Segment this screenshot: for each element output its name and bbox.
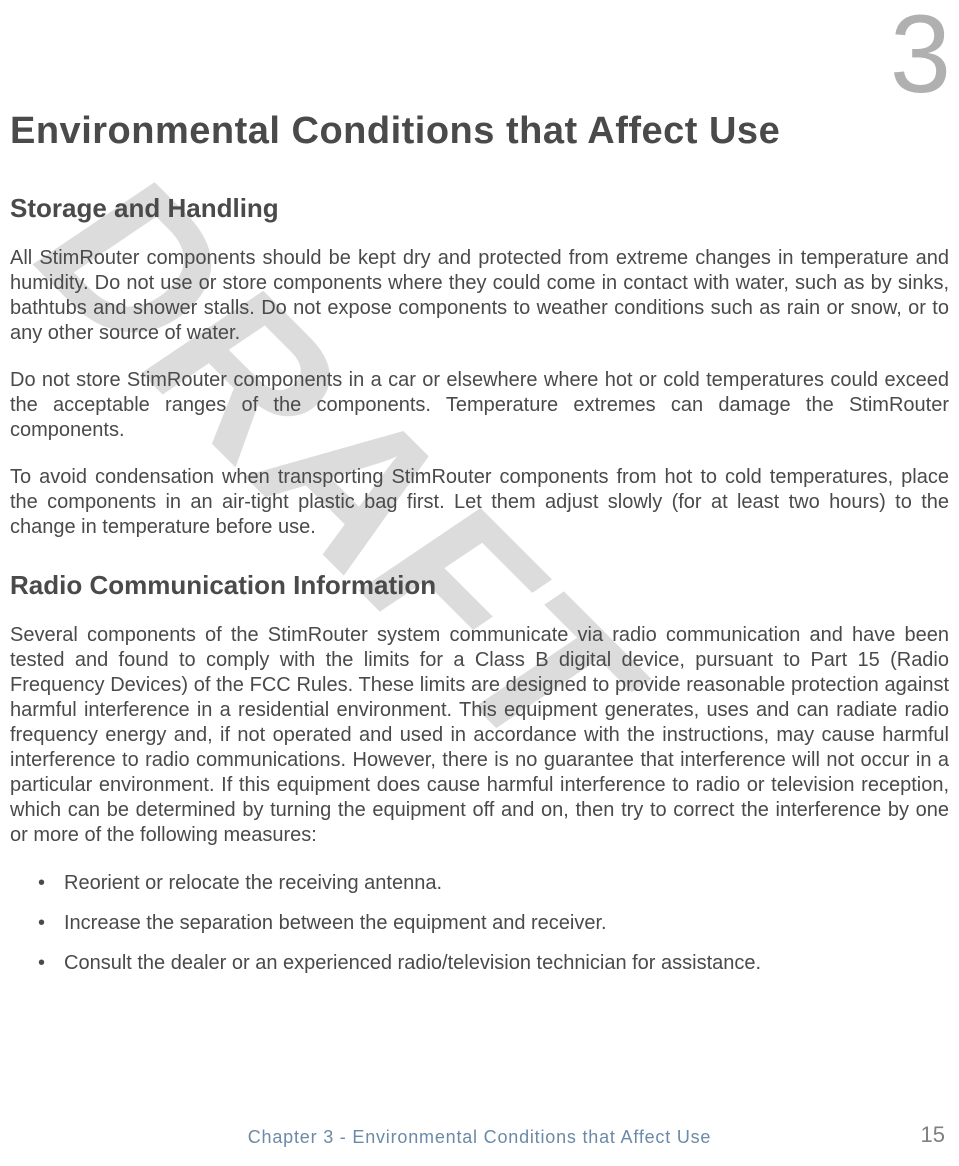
footer-page-number: 15: [921, 1122, 945, 1148]
footer-chapter-label: Chapter 3 - Environmental Conditions tha…: [248, 1127, 712, 1148]
list-item: Reorient or relocate the receiving anten…: [38, 870, 949, 896]
bullet-list: Reorient or relocate the receiving anten…: [10, 870, 949, 976]
list-item: Increase the separation between the equi…: [38, 910, 949, 936]
document-page: DRAFT 3 Environmental Conditions that Af…: [0, 0, 959, 1166]
section-heading-radio: Radio Communication Information: [10, 570, 949, 601]
page-footer: Chapter 3 - Environmental Conditions tha…: [0, 1127, 959, 1148]
list-item: Consult the dealer or an experienced rad…: [38, 950, 949, 976]
page-content: Environmental Conditions that Affect Use…: [10, 110, 949, 976]
section-heading-storage: Storage and Handling: [10, 193, 949, 224]
page-title: Environmental Conditions that Affect Use: [10, 110, 949, 153]
paragraph: Several components of the StimRouter sys…: [10, 623, 949, 848]
paragraph: Do not store StimRouter components in a …: [10, 368, 949, 443]
paragraph: To avoid condensation when transporting …: [10, 465, 949, 540]
chapter-number: 3: [890, 0, 951, 110]
paragraph: All StimRouter components should be kept…: [10, 246, 949, 346]
